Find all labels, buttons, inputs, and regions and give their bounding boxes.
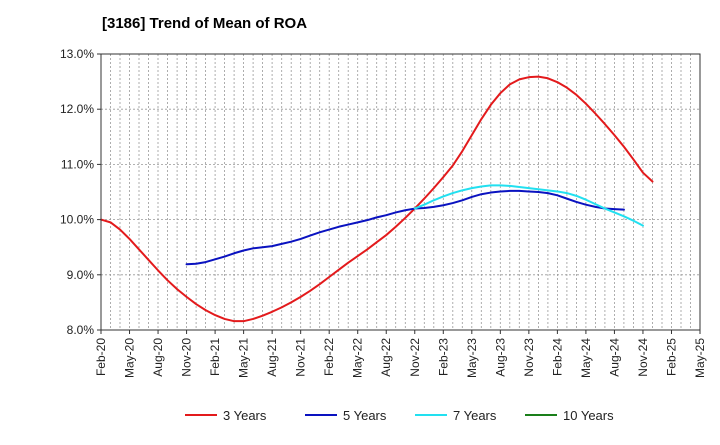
x-tick-label: Aug-21 (265, 338, 279, 377)
x-tick-label: Aug-22 (379, 338, 393, 377)
x-tick-label: Nov-21 (294, 338, 308, 377)
legend-label: 3 Years (223, 408, 267, 423)
x-tick-label: May-25 (693, 338, 707, 378)
y-tick-label: 12.0% (60, 102, 94, 116)
y-tick-label: 13.0% (60, 47, 94, 61)
y-tick-label: 8.0% (67, 323, 95, 337)
series-line-7-years (413, 184, 644, 227)
x-tick-label: May-22 (351, 338, 365, 378)
x-tick-label: Feb-20 (94, 338, 108, 376)
y-tick-label: 9.0% (67, 268, 95, 282)
x-tick-label: Nov-23 (522, 338, 536, 377)
x-tick-label: Aug-23 (493, 338, 507, 377)
x-tick-label: May-21 (237, 338, 251, 378)
y-axis-ticks: 8.0% 9.0% 10.0% 11.0% 12.0% 13.0% (60, 47, 101, 337)
x-tick-label: Aug-20 (151, 338, 165, 377)
legend-label: 10 Years (563, 408, 614, 423)
grid-lines (101, 54, 700, 330)
plot-border (100, 53, 701, 331)
x-tick-label: Feb-25 (664, 338, 678, 376)
x-tick-label: Feb-23 (436, 338, 450, 376)
x-axis-ticks: Feb-20 May-20 Aug-20 Nov-20 Feb-21 May-21 Aug-… (94, 330, 707, 378)
series-line-3-years (100, 75, 654, 323)
y-tick-label: 10.0% (60, 213, 94, 227)
x-tick-label: Nov-24 (636, 338, 650, 377)
x-tick-label: Feb-21 (208, 338, 222, 376)
legend-label: 7 Years (453, 408, 497, 423)
y-tick-label: 11.0% (61, 157, 94, 171)
x-tick-label: Aug-24 (607, 338, 621, 377)
x-tick-label: Nov-20 (180, 338, 194, 377)
x-tick-label: May-23 (465, 338, 479, 378)
x-tick-label: May-20 (123, 338, 137, 378)
series-line-5-years (185, 189, 625, 266)
x-tick-label: May-24 (579, 338, 593, 378)
x-tick-label: Feb-22 (322, 338, 336, 376)
series-layer (100, 75, 654, 323)
x-tick-label: Feb-24 (550, 338, 564, 376)
x-tick-label: Nov-22 (408, 338, 422, 377)
chart-title: [3186] Trend of Mean of ROA (102, 15, 307, 32)
legend-label: 5 Years (343, 408, 387, 423)
legend: 3 Years 5 Years 7 Years 10 Years (185, 408, 614, 423)
